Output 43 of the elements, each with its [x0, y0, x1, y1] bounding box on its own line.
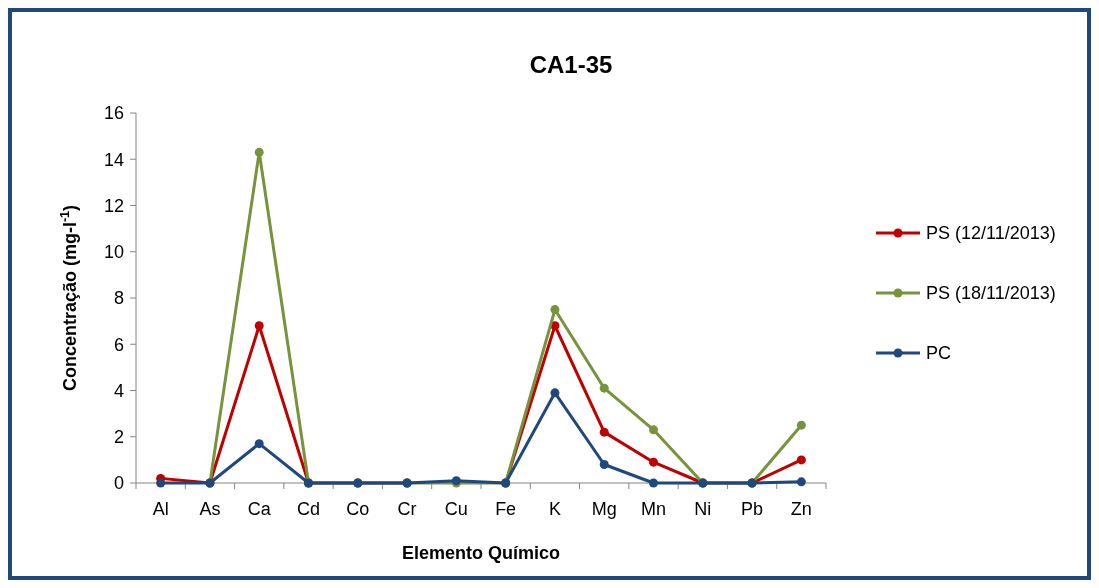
x-tick-label: Al — [152, 499, 169, 519]
x-tick-label: Co — [346, 499, 370, 519]
point — [254, 147, 264, 157]
point — [649, 425, 658, 435]
y-tick-label: 8 — [113, 288, 124, 309]
point — [254, 321, 264, 331]
y-tick-label: 6 — [113, 334, 124, 355]
x-tick-label: Mn — [640, 499, 667, 519]
point — [649, 457, 658, 467]
point — [156, 478, 166, 488]
chart-title: CA1-35 — [529, 51, 613, 78]
point — [254, 439, 264, 449]
y-tick-label: 12 — [103, 195, 124, 216]
point — [599, 383, 609, 393]
point — [796, 477, 806, 487]
x-axis-title: Elemento Químico — [401, 543, 561, 563]
y-tick-label: 10 — [103, 242, 124, 263]
x-tick-label: Pb — [741, 499, 764, 519]
y-tick-label: 0 — [113, 473, 124, 494]
legend-label: PS (18/11/2013) — [926, 283, 1056, 304]
x-tick-label: As — [199, 499, 221, 519]
x-tick-label: Ca — [247, 499, 272, 519]
y-tick-label: 16 — [103, 103, 124, 124]
x-tick-label: K — [548, 499, 561, 519]
y-tick-label: 4 — [113, 380, 124, 401]
x-tick-label: Cd — [296, 499, 321, 519]
point — [649, 478, 658, 488]
point — [599, 427, 609, 437]
legend-label: PS (12/11/2013) — [926, 223, 1056, 244]
y-tick-label: 14 — [103, 149, 124, 170]
x-tick-label: Ni — [694, 499, 712, 519]
x-tick-label: Fe — [495, 499, 517, 519]
point — [550, 305, 560, 315]
x-tick-label: Cu — [444, 499, 468, 519]
x-tick-label: Zn — [790, 499, 812, 519]
x-tick-label: Mg — [591, 499, 617, 519]
point — [796, 420, 806, 430]
x-tick-label: Cr — [397, 499, 417, 519]
point — [796, 455, 806, 465]
point — [550, 388, 560, 398]
point — [599, 460, 609, 469]
y-tick-label: 2 — [113, 427, 124, 448]
legend-label: PC — [926, 343, 952, 364]
